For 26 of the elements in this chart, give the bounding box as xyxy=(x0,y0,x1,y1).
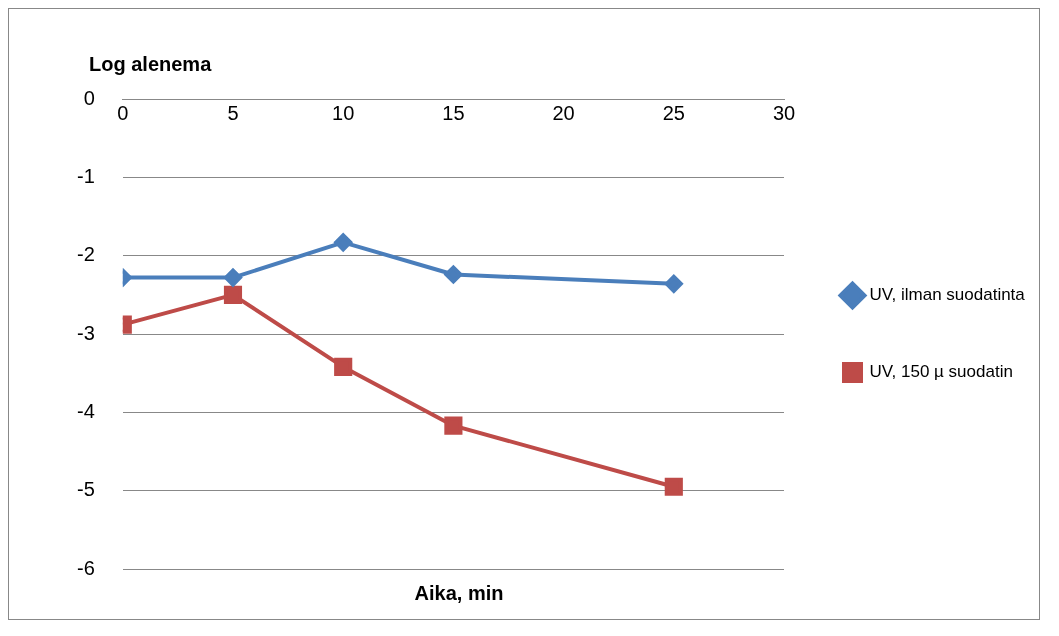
point xyxy=(444,416,463,435)
point xyxy=(664,274,683,293)
x-tick-label: 5 xyxy=(227,101,239,124)
x-tick-label: 30 xyxy=(772,101,796,124)
x-tick-label: 15 xyxy=(442,101,465,124)
point xyxy=(664,477,683,496)
y-tick-label: -2 xyxy=(76,243,95,266)
point xyxy=(223,268,242,287)
y-tick-label: -5 xyxy=(76,478,95,501)
x-tick-label: 10 xyxy=(332,101,355,124)
x-tick-label: 0 xyxy=(117,101,129,124)
point xyxy=(334,233,353,252)
legend-label: UV, ilman suodatinta xyxy=(869,285,1026,305)
legend-label: UV, 150 µ suodatin xyxy=(869,362,1013,382)
y-tick-label: -6 xyxy=(76,556,95,579)
point xyxy=(444,265,463,284)
y-tick-label: 0 xyxy=(83,86,95,109)
x-axis-title: Aika, min xyxy=(413,582,505,605)
x-tick-label: 25 xyxy=(662,101,685,124)
y-tick-label: -1 xyxy=(76,164,95,187)
point xyxy=(223,285,243,304)
y-tick-label: -3 xyxy=(76,321,95,344)
y-tick-label: -4 xyxy=(76,399,95,422)
x-tick-label: 20 xyxy=(552,101,575,124)
y-axis-title: Log alenema xyxy=(89,53,212,76)
point xyxy=(334,357,353,376)
